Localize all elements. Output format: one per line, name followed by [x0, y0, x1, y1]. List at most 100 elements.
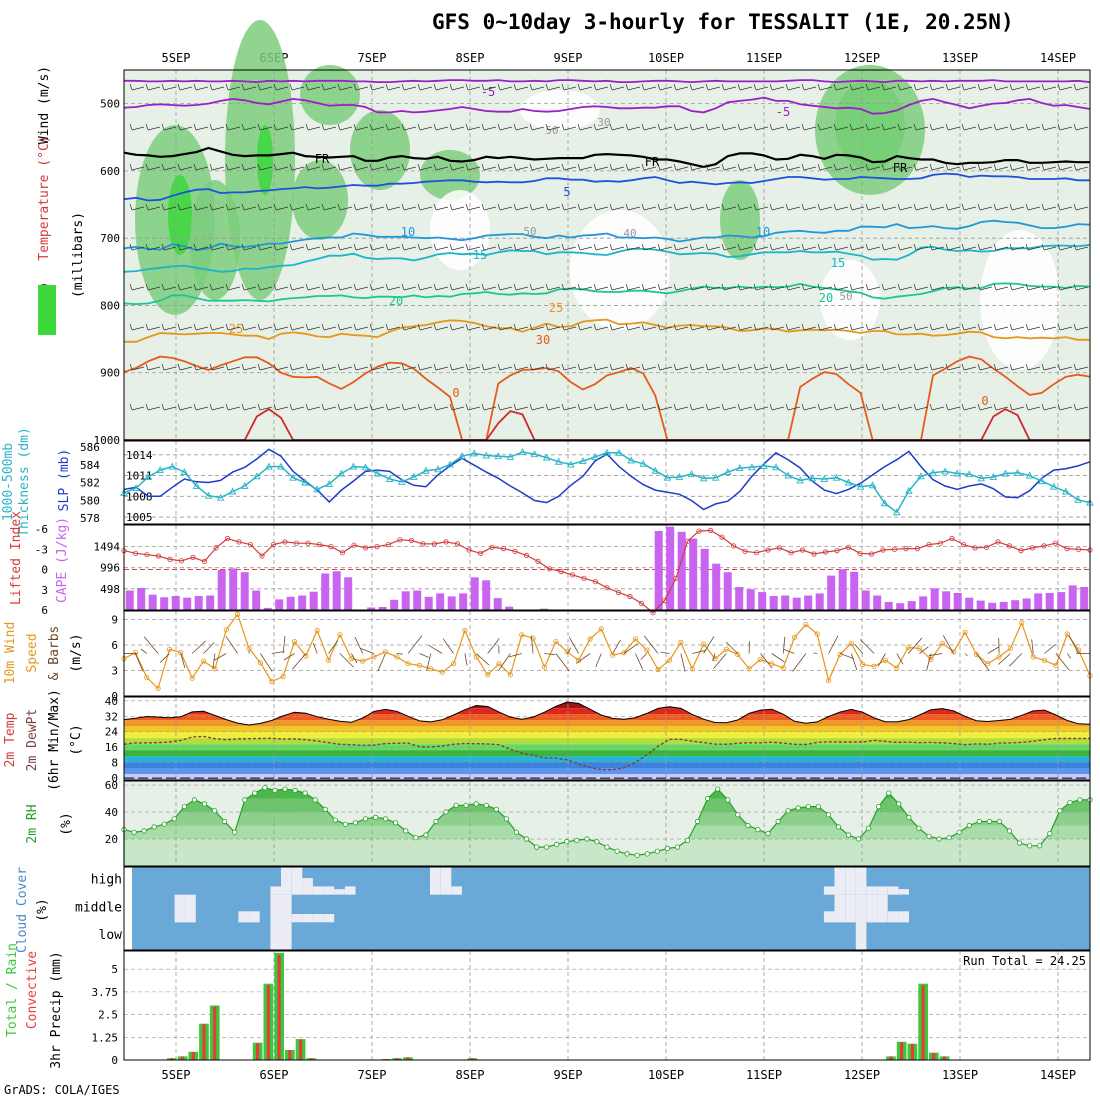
wind-marker — [712, 655, 718, 662]
wind-barb — [769, 243, 785, 251]
precip-tick-label: 1.25 — [92, 1031, 119, 1044]
cloud-cell — [270, 886, 281, 895]
slp-marker — [711, 473, 720, 481]
wind-barb — [961, 83, 977, 91]
wind-barb — [353, 403, 369, 411]
cape-bar — [827, 575, 836, 610]
slp-marker — [518, 448, 527, 456]
wind-barb — [609, 203, 625, 211]
date-label-bottom: 10SEP — [648, 1068, 684, 1082]
cape-bar — [332, 571, 341, 610]
li-marker — [719, 534, 725, 540]
ylabel-thickness: 1000-500mb — [1, 443, 16, 521]
surface-wind-barb — [292, 653, 307, 670]
wind-barb — [689, 83, 705, 91]
wind-tick-label: 6 — [111, 639, 118, 652]
wind-marker — [428, 666, 434, 672]
slp-marker — [192, 482, 201, 489]
isotherm-line — [123, 282, 1091, 306]
wind-barb — [177, 163, 193, 171]
wind-barb — [209, 323, 225, 331]
rh-marker — [765, 830, 771, 837]
wind-barb — [385, 283, 401, 291]
wind-barb — [977, 403, 993, 411]
wind-marker — [689, 666, 695, 672]
wind-barb — [1009, 163, 1025, 171]
wind-barb — [657, 163, 673, 171]
pressure-tick-label: 900 — [100, 367, 120, 380]
wind-barb — [353, 163, 369, 171]
surface-wind-barb — [839, 653, 854, 659]
wind-barb — [161, 363, 177, 371]
wind-barb — [417, 163, 433, 171]
wind-barb — [465, 83, 481, 91]
rh-marker — [594, 839, 600, 845]
wind-barb — [177, 403, 193, 411]
wind-barb — [1073, 203, 1089, 211]
cloud-cell — [440, 867, 452, 895]
wind-barb — [785, 243, 801, 251]
li-tick-label: -3 — [35, 543, 48, 556]
isotherm-label: FR — [893, 161, 908, 175]
precip-convective-bar — [900, 1042, 904, 1060]
date-label-bottom: 12SEP — [844, 1068, 880, 1082]
cloud-cell — [866, 886, 878, 895]
wind-barb — [609, 403, 625, 411]
wind-barb — [897, 283, 913, 291]
wind-marker — [314, 627, 320, 634]
precip-convective-bar — [943, 1056, 947, 1060]
isotherm-line — [124, 318, 1090, 343]
isotherm-line — [123, 172, 1090, 202]
wind-marker — [439, 669, 445, 675]
slp-marker — [929, 468, 937, 476]
slp-marker — [240, 482, 249, 489]
wind-barb — [161, 403, 177, 411]
slp-marker — [893, 508, 901, 516]
isotherm-label: 25 — [549, 301, 563, 315]
wind-barb — [801, 163, 817, 171]
cape-bar — [1080, 587, 1089, 610]
wind-barb — [385, 123, 401, 131]
li-marker — [903, 545, 909, 552]
slp-marker — [325, 479, 334, 487]
wind-barb — [865, 283, 881, 291]
rh-region — [815, 65, 925, 195]
wind-barb — [273, 283, 289, 291]
wind-barb — [241, 243, 257, 251]
wind-barb — [129, 203, 145, 211]
wind-barb — [193, 83, 209, 91]
wind-barb — [961, 403, 977, 411]
wind-barb — [977, 243, 993, 251]
slp-marker — [446, 460, 454, 468]
wind-barb — [737, 243, 753, 251]
li-marker — [247, 541, 254, 548]
wind-barb — [129, 163, 145, 171]
wind-barb — [929, 243, 945, 251]
slp-tick-label: 1008 — [126, 490, 153, 503]
surface-wind-barb — [213, 653, 227, 661]
li-marker — [799, 547, 806, 553]
wind-marker — [985, 661, 991, 667]
li-marker — [983, 544, 990, 550]
wind-barb — [769, 123, 785, 131]
rh-marker — [1006, 828, 1013, 834]
wind-barb — [881, 323, 897, 331]
rh-marker — [785, 808, 791, 814]
li-marker — [466, 547, 472, 553]
thickness-line — [123, 448, 1091, 511]
slp-marker — [820, 475, 829, 482]
wind-barb — [433, 323, 449, 331]
surface-wind-barb — [850, 653, 858, 671]
wind-barb — [305, 323, 321, 331]
wind-barb — [385, 83, 401, 91]
wind-barb — [257, 83, 273, 91]
rh-legend-swatch — [38, 285, 56, 335]
li-marker — [891, 546, 898, 552]
isotherm-label: FR — [645, 155, 660, 169]
slp-marker — [784, 471, 792, 479]
date-label-bottom: 9SEP — [554, 1068, 583, 1082]
li-tick-label: -6 — [35, 523, 48, 536]
cape-bar — [482, 580, 491, 611]
rh-marker — [222, 818, 228, 825]
surface-wind-barb — [160, 653, 170, 663]
